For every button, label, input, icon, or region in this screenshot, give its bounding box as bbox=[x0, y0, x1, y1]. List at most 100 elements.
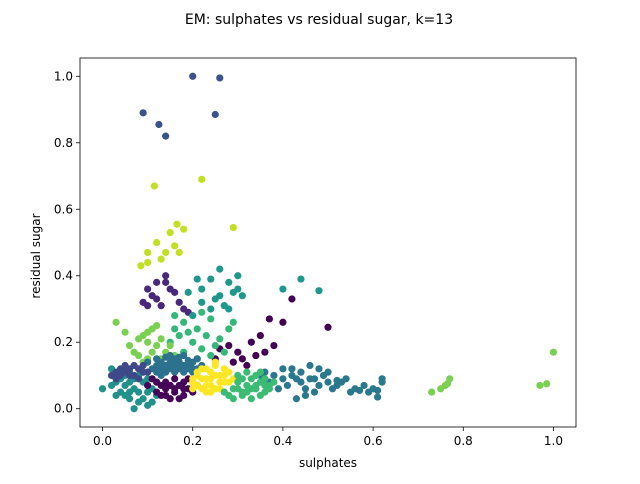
data-point bbox=[193, 355, 201, 363]
data-point bbox=[297, 368, 305, 376]
data-point bbox=[144, 368, 152, 376]
data-point bbox=[234, 385, 242, 393]
data-point bbox=[171, 288, 179, 296]
data-point bbox=[173, 220, 181, 228]
data-point bbox=[148, 348, 156, 356]
data-point bbox=[150, 182, 158, 190]
data-point bbox=[216, 74, 224, 82]
data-point bbox=[374, 393, 382, 401]
y-tick-label: 0.2 bbox=[54, 335, 73, 349]
data-point bbox=[189, 72, 197, 80]
data-point bbox=[292, 375, 301, 383]
data-point bbox=[211, 295, 219, 303]
data-point bbox=[189, 375, 197, 383]
data-point bbox=[153, 322, 161, 330]
data-point bbox=[216, 335, 224, 343]
data-point bbox=[256, 368, 264, 376]
data-point bbox=[261, 381, 269, 390]
y-tick-label: 1.0 bbox=[54, 69, 73, 83]
data-point bbox=[225, 341, 233, 350]
data-point bbox=[171, 385, 179, 393]
data-point bbox=[229, 223, 237, 232]
y-tick-label: 0.0 bbox=[54, 402, 73, 416]
data-point bbox=[126, 371, 134, 380]
data-point bbox=[428, 388, 436, 396]
x-tick-label: 0.0 bbox=[93, 434, 112, 448]
data-point bbox=[153, 278, 161, 286]
data-point bbox=[211, 358, 219, 366]
data-point bbox=[207, 388, 215, 396]
data-point bbox=[220, 348, 228, 356]
data-point bbox=[207, 275, 215, 283]
data-point bbox=[144, 248, 152, 257]
data-point bbox=[549, 348, 558, 356]
data-point bbox=[175, 298, 183, 306]
data-point bbox=[216, 265, 224, 273]
chart-title: EM: sulphates vs residual sugar, k=13 bbox=[185, 12, 453, 28]
data-point bbox=[121, 328, 129, 336]
data-point bbox=[153, 238, 161, 247]
data-point bbox=[144, 401, 152, 409]
data-point bbox=[202, 331, 210, 340]
data-point bbox=[162, 272, 170, 280]
data-point bbox=[193, 275, 201, 283]
data-point bbox=[144, 258, 152, 267]
data-point bbox=[256, 391, 264, 400]
data-point bbox=[319, 371, 328, 380]
data-point bbox=[301, 385, 310, 393]
data-point bbox=[130, 405, 138, 413]
data-point bbox=[270, 378, 278, 386]
data-point bbox=[337, 378, 346, 386]
data-point bbox=[180, 225, 188, 233]
data-point bbox=[153, 295, 161, 303]
data-point bbox=[198, 285, 206, 293]
data-point bbox=[247, 338, 255, 346]
data-point bbox=[229, 358, 237, 366]
data-point bbox=[180, 361, 188, 370]
data-point bbox=[283, 381, 292, 390]
data-point bbox=[153, 341, 161, 350]
data-point bbox=[157, 335, 165, 343]
data-point bbox=[198, 175, 206, 183]
x-tick-label: 0.4 bbox=[273, 434, 292, 448]
x-axis-label: sulphates bbox=[299, 456, 357, 470]
data-points bbox=[98, 72, 558, 413]
data-point bbox=[310, 388, 319, 396]
data-point bbox=[98, 385, 107, 393]
data-point bbox=[107, 381, 116, 390]
data-point bbox=[315, 287, 323, 295]
data-point bbox=[543, 380, 551, 388]
data-point bbox=[162, 391, 170, 400]
data-point bbox=[261, 375, 269, 383]
y-tick-label: 0.4 bbox=[54, 269, 73, 283]
data-point bbox=[252, 351, 260, 360]
data-point bbox=[144, 302, 152, 310]
data-point bbox=[328, 385, 337, 393]
data-point bbox=[135, 398, 143, 406]
data-point bbox=[261, 348, 269, 356]
data-point bbox=[166, 358, 174, 366]
data-point bbox=[171, 375, 179, 383]
data-point bbox=[207, 305, 215, 313]
data-point bbox=[364, 388, 373, 396]
data-point bbox=[157, 371, 165, 380]
data-point bbox=[270, 371, 278, 380]
data-point bbox=[112, 318, 120, 326]
data-point bbox=[288, 295, 296, 303]
data-point bbox=[324, 323, 332, 331]
data-point bbox=[189, 338, 197, 346]
data-point bbox=[198, 345, 206, 353]
x-tick-label: 0.6 bbox=[364, 434, 383, 448]
y-tick-label: 0.8 bbox=[54, 136, 73, 150]
data-point bbox=[536, 381, 544, 390]
data-point bbox=[166, 228, 174, 237]
data-point bbox=[171, 312, 179, 320]
data-point bbox=[121, 361, 129, 370]
y-axis-label: residual sugar bbox=[29, 213, 43, 298]
data-point bbox=[234, 348, 242, 356]
data-point bbox=[175, 248, 183, 257]
data-point bbox=[202, 381, 210, 390]
data-point bbox=[315, 381, 323, 390]
data-point bbox=[171, 368, 179, 376]
data-point bbox=[175, 395, 183, 403]
